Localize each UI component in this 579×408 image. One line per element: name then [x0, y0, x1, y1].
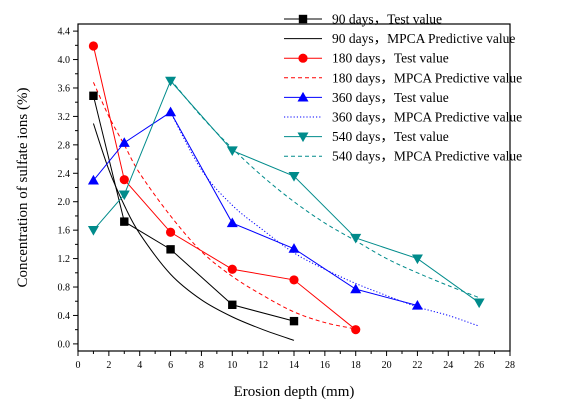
data-point: [288, 172, 300, 182]
x-tick-label: 12: [258, 360, 268, 371]
data-point: [165, 227, 176, 237]
data-point: [288, 243, 300, 253]
plot-layer: 0 2 4 6 8 10 12 14 16 18 20 22 24 26 280.00.40.81.21.6…: [58, 23, 515, 371]
series-2: [88, 41, 361, 335]
y-tick-label: 4.0: [58, 55, 71, 66]
data-point: [118, 137, 130, 147]
series-3: [92, 82, 356, 330]
predicted-curve: [92, 82, 356, 330]
legend-marker: [298, 53, 308, 63]
data-point: [226, 217, 238, 228]
legend-label: 360 days，MPCA Predictive value: [332, 110, 522, 125]
x-axis-label: Erosion depth (mm): [234, 384, 355, 400]
legend-item: 180 days，MPCA Predictive value: [284, 70, 522, 85]
y-tick-label: 2.8: [58, 140, 71, 151]
legend-label: 180 days，Test value: [332, 51, 449, 66]
legend-item: 180 days，Test value: [284, 51, 449, 66]
data-point: [118, 190, 130, 201]
legend-item: 360 days，MPCA Predictive value: [284, 110, 522, 125]
legend-item: 540 days，Test value: [284, 129, 449, 144]
predicted-curve: [92, 123, 295, 341]
data-point: [165, 76, 177, 87]
y-tick-label: 0.8: [58, 283, 71, 294]
series-4: [87, 106, 423, 310]
x-tick-label: 14: [289, 360, 299, 371]
x-tick-label: 0: [76, 360, 81, 371]
data-point: [87, 174, 99, 185]
data-point: [228, 300, 237, 309]
data-point: [120, 217, 129, 226]
y-tick-label: 1.2: [58, 254, 71, 265]
x-tick-label: 28: [505, 360, 515, 371]
legend-label: 540 days，Test value: [332, 129, 449, 144]
legend-item: 90 days，Test value: [284, 12, 442, 27]
x-tick-label: 22: [412, 360, 422, 371]
data-point: [166, 245, 175, 254]
legend-label: 540 days，MPCA Predictive value: [332, 149, 522, 164]
series-1: [92, 123, 295, 341]
legend-item: 90 days，MPCA Predictive value: [284, 31, 515, 46]
legend-label: 180 days，MPCA Predictive value: [332, 70, 522, 85]
legend-item: 360 days，Test value: [284, 90, 449, 105]
y-tick-label: 0.0: [58, 339, 71, 350]
data-point: [351, 325, 361, 335]
test-line: [93, 79, 480, 304]
data-point: [473, 298, 485, 309]
y-tick-label: 0.4: [58, 311, 71, 322]
legend-marker: [297, 132, 309, 143]
data-point: [350, 283, 362, 294]
y-tick-label: 1.6: [58, 226, 71, 237]
data-point: [411, 254, 423, 265]
series-5: [170, 111, 480, 327]
y-tick-label: 4.4: [58, 27, 71, 38]
series-7: [170, 79, 480, 299]
x-tick-label: 6: [168, 360, 173, 371]
x-tick-label: 18: [351, 360, 361, 371]
data-point: [87, 226, 99, 236]
test-line: [92, 45, 357, 331]
x-tick-label: 2: [106, 360, 111, 371]
data-point: [89, 91, 98, 100]
data-point: [350, 233, 362, 244]
y-axis-label: Concentration of sulfate ions (%): [15, 88, 31, 288]
y-tick-label: 2.4: [58, 169, 71, 180]
predicted-curve: [170, 79, 480, 299]
data-point: [226, 146, 238, 157]
x-tick-label: 20: [382, 360, 392, 371]
data-point: [289, 316, 299, 326]
data-point: [88, 41, 99, 51]
legend: 90 days，Test value 90 days，MPCA Predictiv…: [284, 12, 522, 164]
data-point: [411, 300, 423, 310]
series-6: [87, 76, 485, 309]
data-point: [227, 264, 237, 274]
legend-label: 90 days，Test value: [332, 12, 442, 27]
legend-label: 90 days，MPCA Predictive value: [332, 31, 515, 46]
x-tick-label: 24: [443, 360, 453, 371]
test-line: [92, 95, 295, 322]
x-tick-label: 26: [474, 360, 484, 371]
data-point: [119, 175, 129, 185]
predicted-curve: [170, 111, 480, 327]
x-tick-label: 4: [137, 360, 142, 371]
series-0: [89, 91, 299, 326]
x-tick-label: 16: [320, 360, 330, 371]
y-tick-label: 3.6: [58, 83, 71, 94]
x-tick-label: 10: [227, 360, 237, 371]
data-point: [289, 275, 299, 285]
legend-marker: [297, 91, 309, 102]
y-tick-label: 3.2: [58, 112, 71, 123]
data-point: [165, 106, 177, 117]
y-tick-label: 2.0: [58, 197, 71, 208]
legend-marker: [298, 14, 308, 24]
legend-label: 360 days，Test value: [332, 90, 449, 105]
legend-item: 540 days，MPCA Predictive value: [284, 149, 522, 164]
x-tick-label: 8: [199, 360, 204, 371]
